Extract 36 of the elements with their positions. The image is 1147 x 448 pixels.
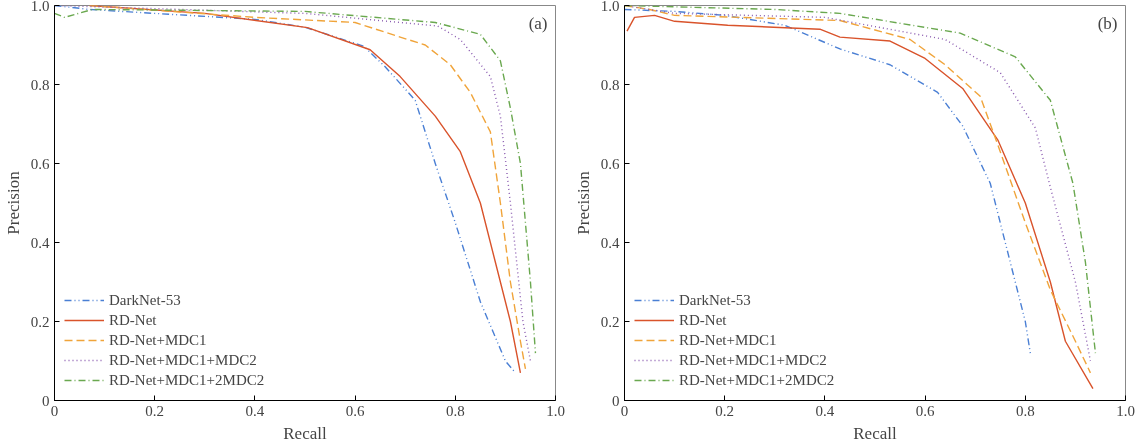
x-tick-label: 0.2 bbox=[145, 402, 165, 419]
y-tick-label: 0.6 bbox=[30, 155, 50, 172]
x-tick-label: 1.0 bbox=[546, 402, 565, 419]
y-tick-label: 1.0 bbox=[600, 0, 620, 14]
x-tick-label: 0.2 bbox=[715, 402, 735, 419]
legend-label: RD-Net bbox=[679, 311, 727, 329]
legend-label: DarkNet-53 bbox=[679, 291, 751, 309]
y-tick-label: 1.0 bbox=[30, 0, 50, 14]
x-tick-label: 0.4 bbox=[245, 402, 265, 419]
y-axis-title: Precision bbox=[3, 170, 23, 235]
x-tick-label: 0.8 bbox=[445, 402, 465, 419]
y-axis-title: Precision bbox=[573, 170, 593, 235]
legend-label: RD-Net+MDC1+2MDC2 bbox=[109, 371, 265, 389]
y-tick-label: 0.8 bbox=[30, 76, 50, 93]
x-axis-title: Recall bbox=[853, 423, 897, 443]
x-tick-label: 1.0 bbox=[1116, 402, 1135, 419]
legend-label: RD-Net+MDC1 bbox=[109, 331, 207, 349]
y-tick-label: 0.6 bbox=[600, 155, 620, 172]
x-tick-label: 0.8 bbox=[1015, 402, 1035, 419]
x-tick-label: 0.6 bbox=[915, 402, 935, 419]
legend-label: RD-Net+MDC1 bbox=[679, 331, 777, 349]
y-tick-label: 0.2 bbox=[30, 313, 50, 330]
x-tick-label: 0.4 bbox=[815, 402, 835, 419]
y-tick-label: 0.8 bbox=[600, 76, 620, 93]
legend-label: RD-Net+MDC1+2MDC2 bbox=[679, 371, 835, 389]
legend-label: RD-Net+MDC1+MDC2 bbox=[109, 351, 257, 369]
annotation: (b) bbox=[1097, 13, 1118, 33]
legend-label: DarkNet-53 bbox=[109, 291, 181, 309]
x-axis-title: Recall bbox=[283, 423, 327, 443]
y-tick-label: 0.4 bbox=[30, 234, 50, 251]
legend-label: RD-Net+MDC1+MDC2 bbox=[679, 351, 827, 369]
y-tick-label: 0.2 bbox=[600, 313, 620, 330]
annotation: (a) bbox=[528, 13, 548, 33]
y-tick-label: 0.4 bbox=[600, 234, 620, 251]
legend-label: RD-Net bbox=[109, 311, 157, 329]
x-tick-label: 0.6 bbox=[345, 402, 365, 419]
